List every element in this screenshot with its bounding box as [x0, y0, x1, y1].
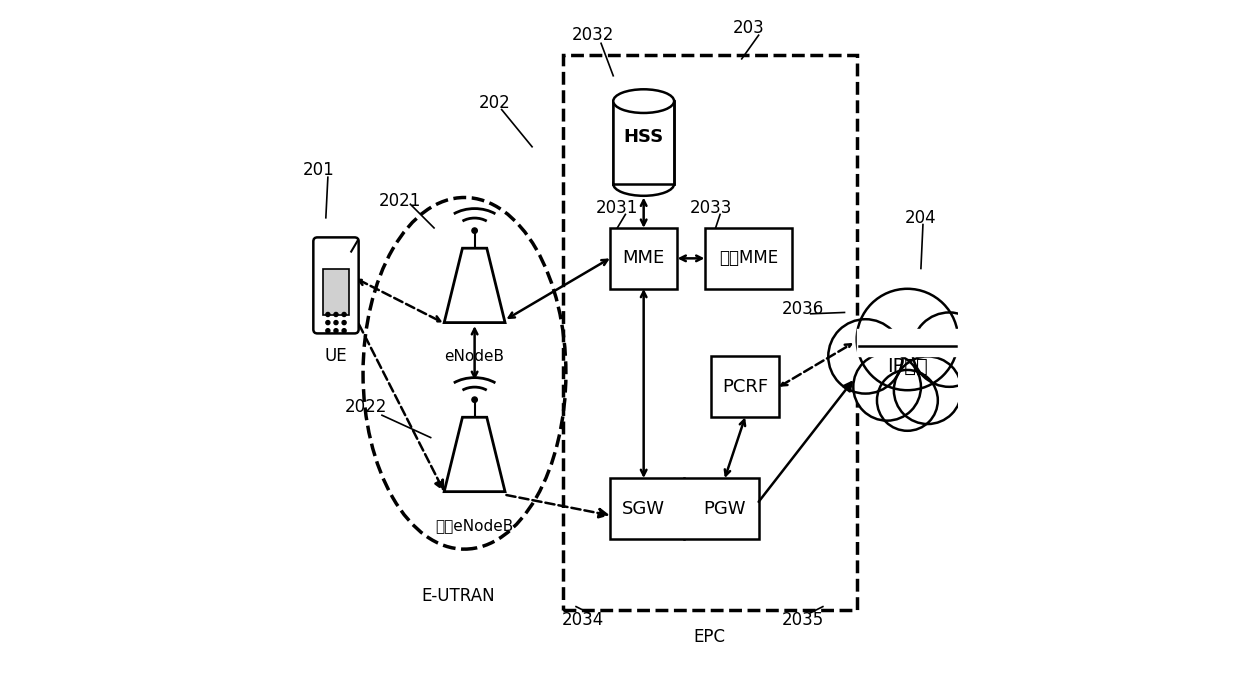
Text: 2034: 2034: [562, 611, 604, 629]
Text: 2032: 2032: [572, 26, 614, 44]
Text: 2036: 2036: [781, 300, 823, 318]
Text: eNodeB: eNodeB: [445, 349, 505, 364]
Text: 202: 202: [479, 94, 511, 112]
Text: 204: 204: [905, 208, 936, 227]
Circle shape: [472, 228, 477, 234]
Circle shape: [472, 397, 477, 403]
Polygon shape: [444, 418, 505, 492]
Text: EPC: EPC: [693, 628, 725, 646]
Circle shape: [342, 320, 346, 325]
Circle shape: [913, 312, 987, 387]
Circle shape: [857, 289, 959, 390]
Text: 2035: 2035: [781, 611, 823, 629]
Text: 2031: 2031: [595, 199, 637, 217]
FancyBboxPatch shape: [614, 101, 675, 184]
Text: PCRF: PCRF: [722, 378, 768, 396]
FancyBboxPatch shape: [324, 269, 348, 315]
FancyBboxPatch shape: [610, 478, 759, 539]
Text: 201: 201: [304, 162, 335, 179]
Circle shape: [334, 320, 339, 325]
Circle shape: [326, 320, 330, 325]
Circle shape: [828, 319, 903, 394]
Text: E-UTRAN: E-UTRAN: [420, 587, 495, 606]
Text: 2021: 2021: [379, 192, 422, 210]
FancyBboxPatch shape: [610, 228, 677, 289]
Text: 其它MME: 其它MME: [719, 249, 777, 268]
Circle shape: [342, 329, 346, 333]
Text: UE: UE: [325, 348, 347, 365]
Ellipse shape: [614, 90, 675, 113]
Text: 203: 203: [733, 20, 764, 37]
FancyBboxPatch shape: [712, 356, 779, 418]
Circle shape: [894, 356, 961, 424]
FancyBboxPatch shape: [614, 102, 673, 183]
Text: MME: MME: [622, 249, 665, 268]
Circle shape: [853, 353, 921, 421]
Circle shape: [342, 312, 346, 316]
Circle shape: [334, 312, 339, 316]
Circle shape: [877, 370, 937, 430]
Text: PGW: PGW: [703, 500, 746, 517]
Text: HSS: HSS: [624, 128, 663, 145]
Ellipse shape: [614, 172, 675, 196]
Text: IP业务: IP业务: [887, 357, 928, 376]
FancyBboxPatch shape: [314, 238, 358, 333]
Text: 2022: 2022: [345, 398, 388, 416]
Text: SGW: SGW: [622, 500, 665, 517]
Polygon shape: [444, 249, 505, 323]
FancyBboxPatch shape: [704, 228, 792, 289]
Circle shape: [334, 329, 339, 333]
Text: 2033: 2033: [691, 199, 733, 217]
Circle shape: [326, 312, 330, 316]
Circle shape: [326, 329, 330, 333]
Text: 其它eNodeB: 其它eNodeB: [435, 518, 513, 533]
